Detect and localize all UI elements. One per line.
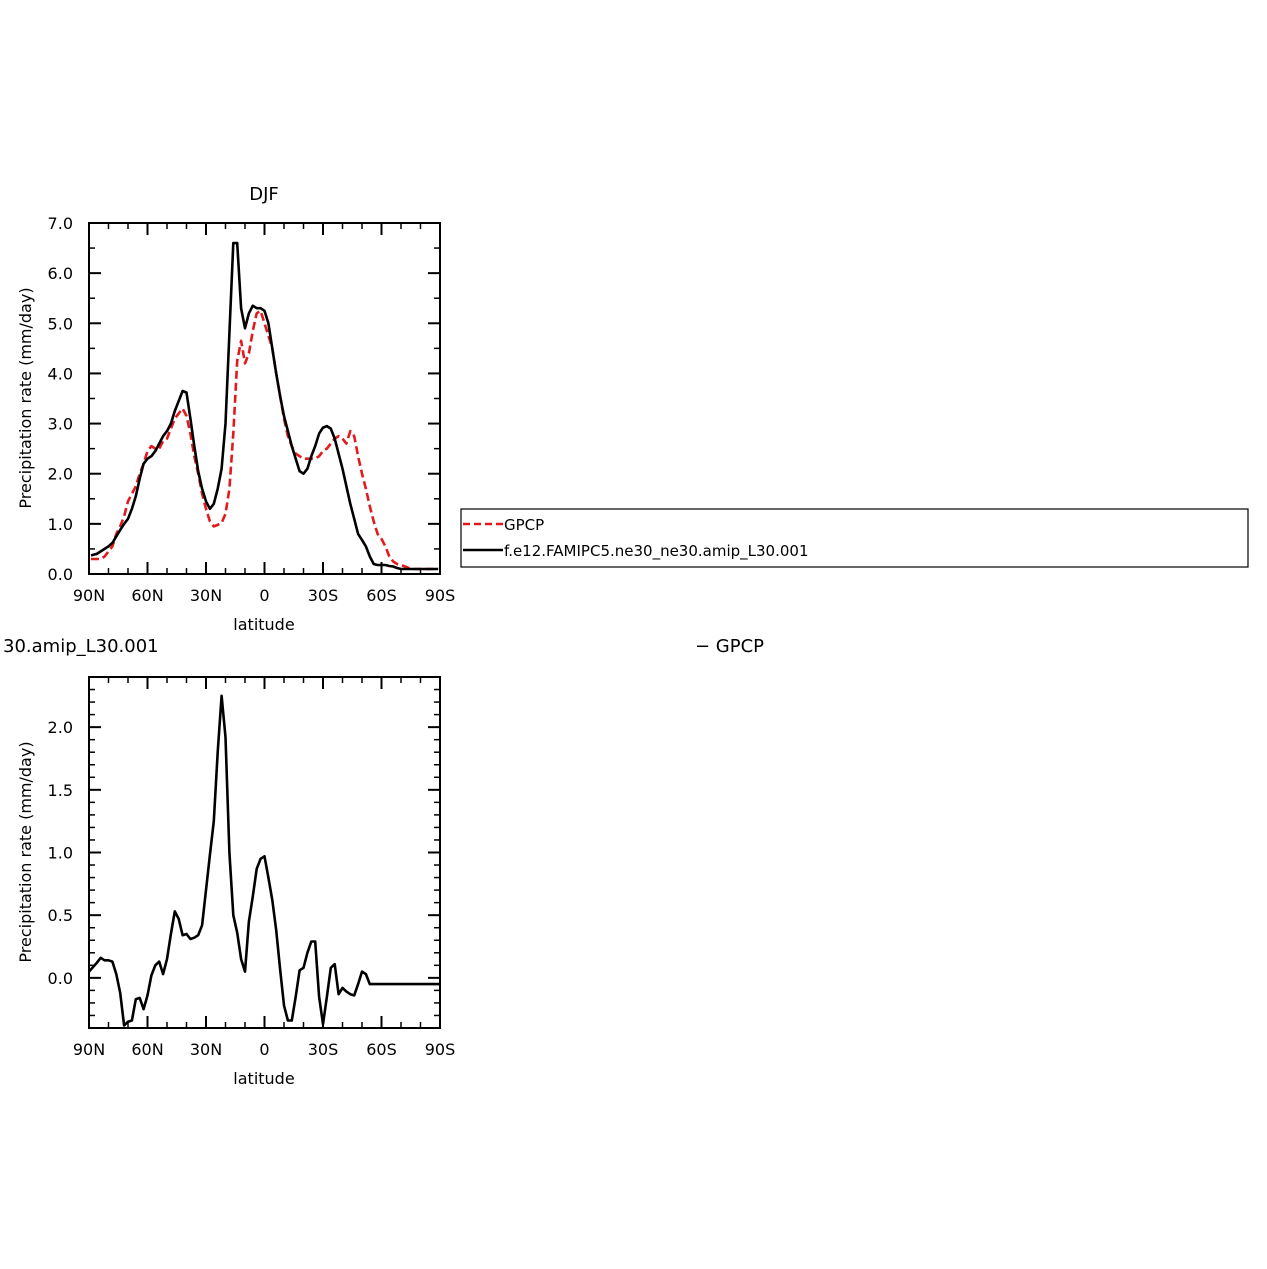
y-tick-label: 1.0 bbox=[48, 844, 73, 863]
x-tick-label: 60N bbox=[131, 586, 163, 605]
top-series bbox=[90, 241, 439, 571]
x-tick-label: 60S bbox=[366, 586, 397, 605]
top-tick-marks bbox=[88, 222, 441, 575]
y-tick-label: 0.5 bbox=[48, 906, 73, 925]
y-tick-label: 2.0 bbox=[48, 465, 73, 484]
legend-box bbox=[460, 508, 1249, 568]
x-tick-label: 90S bbox=[425, 586, 456, 605]
top-y-axis-label: Precipitation rate (mm/day) bbox=[16, 287, 35, 508]
y-tick-label: 2.0 bbox=[48, 718, 73, 737]
x-tick-label: 90N bbox=[73, 586, 105, 605]
bottom-panel: 30.amip_L30.001 − GPCP 90N 60N 30N 0 30S 60S 9… bbox=[3, 636, 764, 1088]
x-tick-label: 30N bbox=[190, 586, 222, 605]
y-tick-label: 1.0 bbox=[48, 515, 73, 534]
top-y-tick-labels: 0.0 1.0 2.0 3.0 4.0 5.0 6.0 7.0 bbox=[48, 214, 73, 584]
legend: GPCP f.e12.FAMIPC5.ne30_ne30.amip_L30.00… bbox=[460, 508, 1249, 568]
bottom-chart-title-right: − GPCP bbox=[695, 636, 764, 657]
y-tick-label: 6.0 bbox=[48, 264, 73, 283]
y-tick-label: 0.0 bbox=[48, 969, 73, 988]
series-line-gpcp bbox=[91, 309, 439, 571]
y-tick-label: 7.0 bbox=[48, 214, 73, 233]
x-tick-label: 60N bbox=[131, 1040, 163, 1059]
series-line-f-e12-famipc5-ne30-ne30-amip-l30-001 bbox=[90, 241, 439, 571]
x-tick-label: 30N bbox=[190, 1040, 222, 1059]
top-chart-title: DJF bbox=[249, 184, 279, 205]
bottom-tick-marks bbox=[88, 676, 441, 1029]
x-tick-label: 30S bbox=[308, 586, 339, 605]
bottom-x-tick-labels: 90N 60N 30N 0 30S 60S 90S bbox=[73, 1040, 455, 1059]
bottom-series bbox=[88, 694, 440, 1027]
x-tick-label: 90N bbox=[73, 1040, 105, 1059]
bottom-x-axis-label: latitude bbox=[233, 1069, 294, 1088]
top-panel: DJF 90N 60N 30N 0 30S 60S 90S 0.0 1.0 2.0 3.0 4.0 5… bbox=[16, 184, 455, 634]
x-tick-label: 60S bbox=[366, 1040, 397, 1059]
top-x-axis-label: latitude bbox=[233, 615, 294, 634]
y-tick-label: 0.0 bbox=[48, 565, 73, 584]
x-tick-label: 0 bbox=[259, 586, 269, 605]
y-tick-label: 5.0 bbox=[48, 314, 73, 333]
bottom-plot-frame bbox=[88, 676, 441, 1029]
x-tick-label: 90S bbox=[425, 1040, 456, 1059]
legend-label-model: f.e12.FAMIPC5.ne30_ne30.amip_L30.001 bbox=[504, 542, 809, 561]
y-tick-label: 1.5 bbox=[48, 781, 73, 800]
bottom-y-axis-label: Precipitation rate (mm/day) bbox=[16, 741, 35, 962]
series-line-difference bbox=[88, 694, 440, 1027]
top-plot-frame bbox=[88, 222, 441, 575]
top-x-tick-labels: 90N 60N 30N 0 30S 60S 90S bbox=[73, 586, 455, 605]
bottom-chart-title-left: 30.amip_L30.001 bbox=[3, 636, 159, 657]
legend-label-gpcp: GPCP bbox=[504, 516, 544, 534]
x-tick-label: 30S bbox=[308, 1040, 339, 1059]
x-tick-label: 0 bbox=[259, 1040, 269, 1059]
y-tick-label: 4.0 bbox=[48, 364, 73, 383]
bottom-y-tick-labels: 0.0 0.5 1.0 1.5 2.0 bbox=[48, 718, 73, 988]
y-tick-label: 3.0 bbox=[48, 415, 73, 434]
